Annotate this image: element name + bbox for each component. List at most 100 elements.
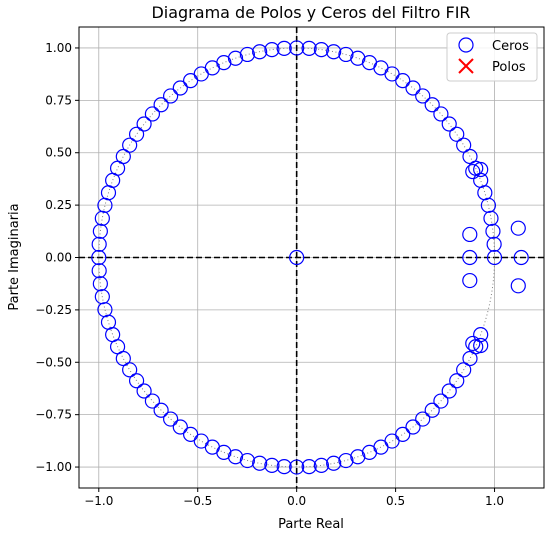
chart-title: Diagrama de Polos y Ceros del Filtro FIR bbox=[151, 3, 470, 22]
zero-marker bbox=[433, 106, 449, 122]
zero-marker bbox=[264, 457, 280, 473]
zero-marker bbox=[510, 220, 526, 236]
zero-marker bbox=[276, 459, 292, 475]
zero-marker bbox=[405, 80, 421, 96]
zero-marker bbox=[239, 46, 255, 63]
zero-marker bbox=[252, 44, 268, 60]
zero-marker bbox=[462, 272, 478, 289]
zero-marker bbox=[144, 106, 161, 122]
y-tick-label: −0.75 bbox=[35, 408, 72, 422]
zero-marker bbox=[128, 373, 145, 389]
zero-marker bbox=[473, 161, 489, 178]
zero-marker bbox=[153, 402, 169, 418]
zero-marker bbox=[183, 73, 199, 89]
zero-marker bbox=[338, 46, 354, 63]
zero-marker bbox=[326, 455, 342, 471]
x-tick-label: 1.0 bbox=[485, 494, 504, 508]
zero-marker bbox=[313, 457, 329, 473]
x-axis-ticks: −1.0 −0.5 0.0 0.5 1.0 bbox=[84, 488, 504, 508]
zero-marker bbox=[91, 236, 107, 252]
y-axis-ticks: 1.00 0.75 0.50 0.25 0.00 −0.25 −0.50 −0.75 −1.00 bbox=[35, 41, 79, 474]
zero-marker bbox=[301, 40, 317, 56]
x-axis-label: Parte Real bbox=[278, 517, 344, 532]
zero-marker bbox=[433, 393, 449, 409]
y-tick-label: 0.75 bbox=[45, 93, 72, 107]
zero-marker bbox=[338, 452, 354, 469]
zero-marker bbox=[424, 402, 440, 418]
zero-marker bbox=[91, 249, 107, 266]
x-tick-label: 0.0 bbox=[287, 494, 306, 508]
zero-marker bbox=[395, 426, 411, 442]
zero-marker bbox=[424, 97, 440, 113]
zero-marker bbox=[94, 210, 110, 226]
zero-marker bbox=[456, 137, 472, 153]
y-tick-label: 1.00 bbox=[45, 41, 72, 55]
zero-marker bbox=[441, 116, 457, 132]
legend: Ceros Polos bbox=[446, 32, 538, 82]
zero-marker bbox=[485, 223, 501, 239]
zero-marker bbox=[465, 335, 481, 352]
zero-marker bbox=[92, 276, 108, 292]
zero-marker bbox=[486, 236, 502, 252]
x-tick-label: 0.5 bbox=[386, 494, 405, 508]
legend-zero-marker bbox=[458, 37, 474, 53]
zero-marker bbox=[122, 362, 138, 378]
zero-marker bbox=[415, 88, 431, 104]
zero-marker bbox=[465, 163, 481, 180]
zero-marker bbox=[289, 249, 305, 266]
y-tick-label: −0.50 bbox=[35, 355, 72, 369]
y-tick-label: 0.25 bbox=[45, 198, 72, 212]
zero-marker bbox=[128, 126, 145, 142]
x-tick-label: −0.5 bbox=[183, 494, 212, 508]
y-axis-label: Parte Imaginaria bbox=[7, 203, 22, 310]
zero-marker bbox=[462, 249, 478, 266]
zero-marker bbox=[144, 393, 161, 409]
zero-marker bbox=[289, 459, 305, 475]
zero-marker bbox=[115, 350, 131, 367]
zero-marker bbox=[289, 40, 305, 56]
zero-marker bbox=[473, 337, 489, 354]
x-tick-label: −1.0 bbox=[84, 494, 113, 508]
zero-marker bbox=[326, 44, 342, 60]
zero-marker bbox=[153, 97, 169, 113]
legend-label-poles: Polos bbox=[492, 60, 526, 75]
zero-marker bbox=[313, 42, 329, 58]
zero-marker bbox=[301, 459, 317, 475]
zero-marker bbox=[264, 42, 280, 58]
zero-marker bbox=[395, 73, 411, 89]
zero-marker bbox=[415, 411, 431, 427]
zero-marker bbox=[163, 411, 179, 427]
zero-marker bbox=[449, 373, 465, 389]
zero-marker bbox=[252, 455, 268, 471]
zero-marker bbox=[91, 263, 107, 279]
zero-marker bbox=[92, 223, 108, 239]
zero-marker bbox=[239, 452, 255, 469]
zero-marker bbox=[172, 419, 188, 435]
zero-marker bbox=[449, 126, 465, 142]
zero-marker bbox=[384, 433, 400, 449]
zero-marker bbox=[136, 116, 152, 132]
zero-marker bbox=[183, 426, 199, 442]
y-tick-label: 0.00 bbox=[45, 251, 72, 265]
y-tick-label: 0.50 bbox=[45, 146, 72, 160]
zero-marker bbox=[193, 66, 209, 82]
legend-pole-marker bbox=[458, 58, 474, 74]
zero-marker bbox=[136, 383, 152, 399]
zero-marker bbox=[163, 88, 179, 104]
zero-marker bbox=[473, 327, 489, 343]
zero-marker bbox=[350, 50, 366, 66]
zero-marker bbox=[513, 249, 529, 266]
legend-label-zeros: Ceros bbox=[492, 39, 529, 54]
zero-marker bbox=[441, 383, 457, 399]
zero-marker bbox=[486, 249, 503, 266]
reference-lines bbox=[79, 27, 544, 488]
zero-marker bbox=[510, 278, 526, 294]
y-tick-label: −0.25 bbox=[35, 303, 72, 317]
zero-marker bbox=[405, 419, 421, 435]
y-tick-label: −1.00 bbox=[35, 460, 72, 474]
zero-marker bbox=[172, 80, 188, 96]
zero-marker bbox=[227, 449, 244, 465]
zero-markers bbox=[91, 40, 529, 475]
unit-circle bbox=[98, 47, 496, 468]
